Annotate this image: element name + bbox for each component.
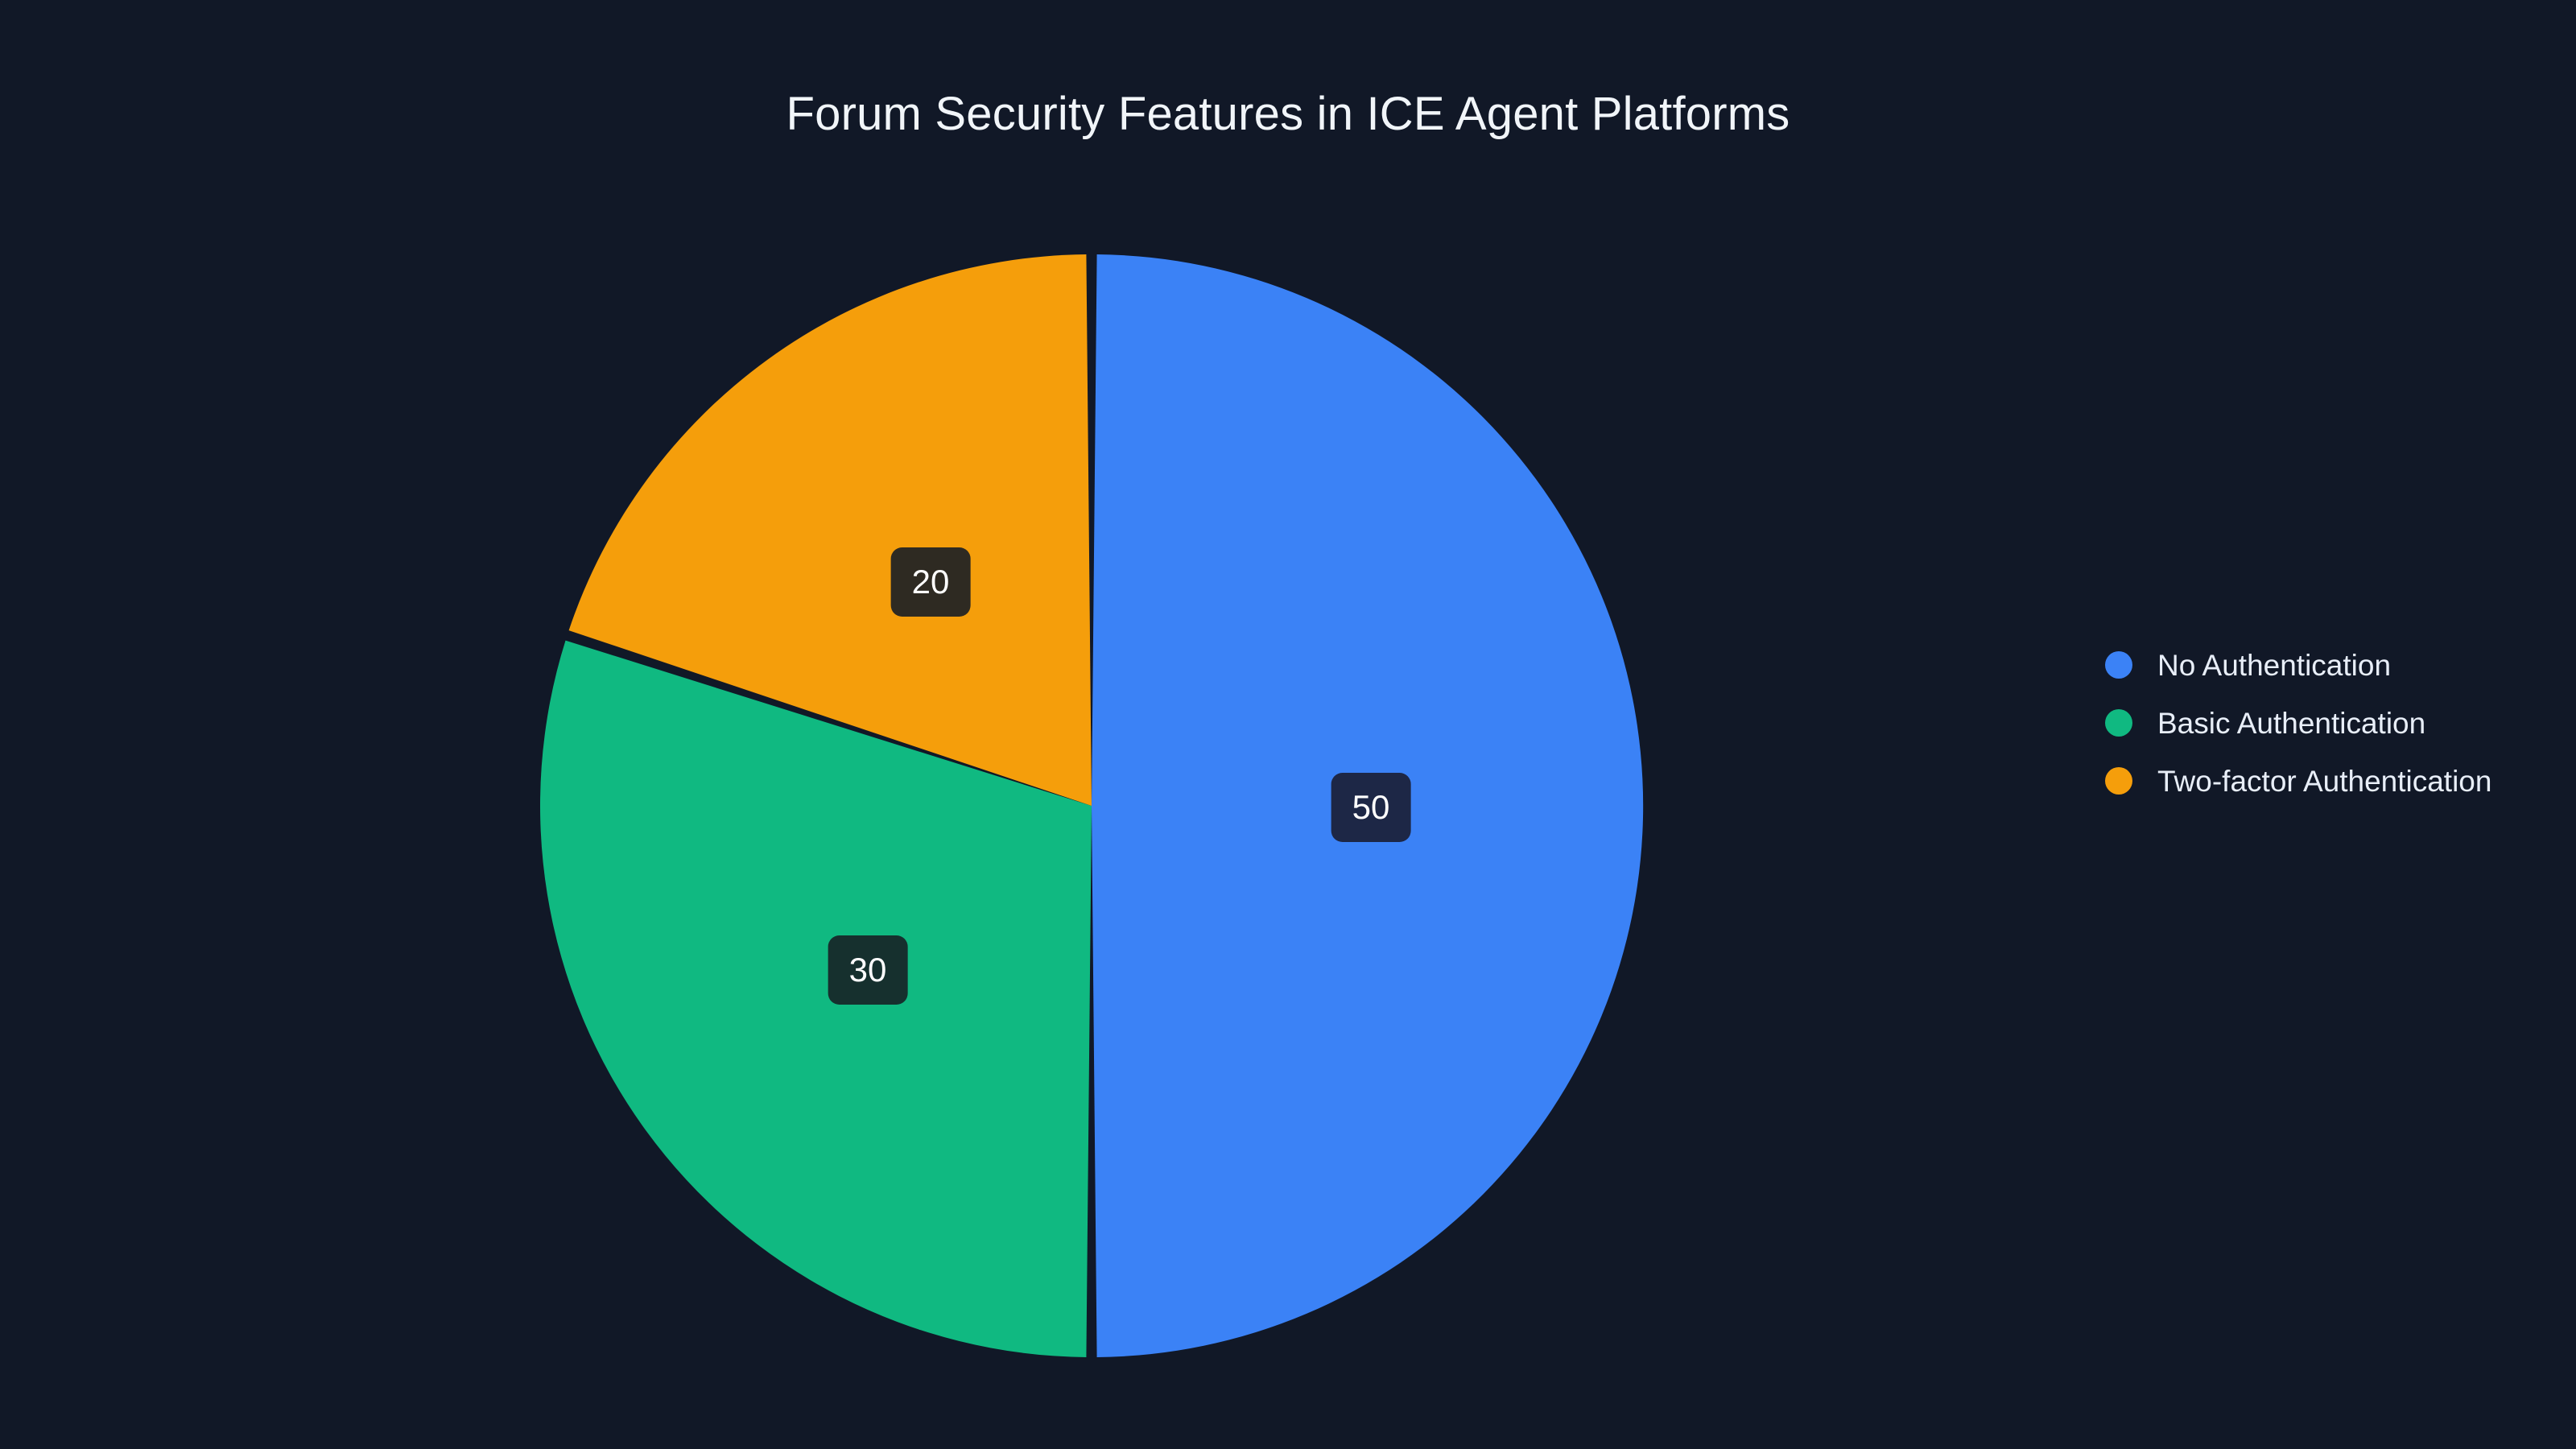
legend-item-label: No Authentication	[2157, 648, 2392, 682]
legend-swatch-icon	[2105, 709, 2132, 737]
pie-slice-group	[539, 254, 1644, 1357]
pie-chart-svg	[539, 254, 1644, 1357]
legend-item[interactable]: Two-factor Authentication	[2105, 752, 2556, 810]
pie-slice-value-label: 30	[828, 935, 908, 1005]
legend-item-label: Two-factor Authentication	[2157, 764, 2492, 798]
chart-title: Forum Security Features in ICE Agent Pla…	[786, 88, 1790, 140]
pie-plot-area: 50 30 20	[539, 254, 1644, 1357]
legend-item-label: Basic Authentication	[2157, 706, 2426, 740]
chart-legend: No Authentication Basic Authentication Two…	[2105, 636, 2556, 810]
legend-swatch-icon	[2105, 651, 2132, 679]
pie-slice-value-label: 50	[1331, 773, 1411, 842]
legend-item[interactable]: No Authentication	[2105, 636, 2556, 694]
pie-slice[interactable]	[539, 640, 1092, 1357]
legend-swatch-icon	[2105, 767, 2132, 795]
pie-slice[interactable]	[568, 254, 1092, 806]
pie-slice-value-label: 20	[890, 547, 971, 617]
legend-item[interactable]: Basic Authentication	[2105, 694, 2556, 752]
